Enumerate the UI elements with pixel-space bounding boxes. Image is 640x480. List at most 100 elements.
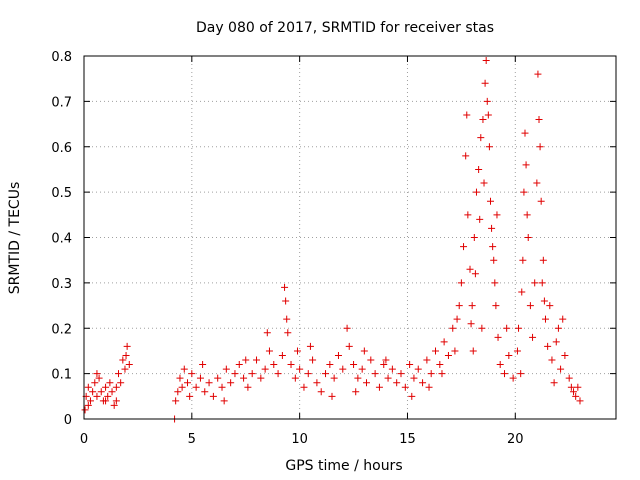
data-point — [493, 211, 501, 219]
data-point — [521, 129, 529, 137]
data-point — [467, 320, 475, 328]
data-point — [91, 379, 99, 387]
x-tick-label: 20 — [507, 432, 524, 447]
data-point — [540, 297, 548, 305]
data-point — [479, 116, 487, 124]
chart-title: Day 080 of 2017, SRMTID for receiver sta… — [196, 20, 494, 36]
data-point — [304, 370, 312, 378]
data-point — [102, 397, 110, 405]
data-point — [538, 279, 546, 287]
data-point — [520, 188, 528, 196]
data-point — [485, 143, 493, 151]
data-point — [227, 379, 235, 387]
data-point — [218, 383, 226, 391]
data-point — [296, 365, 304, 373]
data-point — [220, 397, 228, 405]
data-point — [482, 57, 490, 65]
data-point — [524, 234, 532, 241]
data-point — [489, 243, 497, 251]
data-point — [494, 333, 502, 341]
y-tick-label: 0 — [64, 413, 72, 428]
data-point — [326, 361, 334, 369]
data-point — [515, 324, 523, 332]
x-tick-label: 0 — [80, 432, 88, 447]
data-point — [322, 370, 330, 378]
data-point — [449, 324, 457, 332]
data-point — [106, 379, 114, 387]
data-point — [380, 361, 388, 369]
data-point — [192, 383, 200, 391]
axis-ticks: 0 0.1 0.2 0.3 0.4 0.5 0.6 0.7 0.8 0 5 10 15 20 — [51, 50, 616, 447]
y-tick-label: 0.7 — [51, 95, 72, 110]
data-point — [257, 374, 265, 382]
data-point — [470, 234, 478, 241]
data-point — [291, 374, 299, 382]
data-point — [477, 134, 485, 142]
data-point — [375, 383, 383, 391]
y-axis-label: SRMTID / TECUs — [7, 182, 23, 295]
data-point — [281, 283, 289, 291]
data-point — [463, 111, 471, 119]
data-point — [414, 365, 422, 373]
data-point — [536, 143, 544, 151]
data-point — [546, 302, 554, 310]
data-point — [287, 361, 295, 369]
data-point — [184, 379, 192, 387]
data-point — [534, 70, 542, 78]
data-point — [81, 406, 89, 414]
data-point — [523, 211, 531, 219]
data-point — [509, 374, 517, 382]
data-point — [557, 365, 565, 373]
data-point — [172, 397, 180, 405]
data-point — [469, 347, 477, 355]
data-point — [574, 383, 582, 391]
data-point — [122, 351, 130, 359]
y-tick-label: 0.8 — [51, 50, 72, 65]
data-point — [526, 302, 534, 310]
data-point — [117, 379, 125, 387]
data-point — [388, 365, 396, 373]
x-axis-label: GPS time / hours — [285, 458, 402, 474]
data-point — [408, 392, 416, 400]
data-point — [110, 401, 118, 409]
data-point — [95, 374, 103, 382]
data-point — [486, 197, 494, 205]
data-point — [240, 374, 248, 382]
data-point — [481, 79, 489, 87]
data-point — [284, 329, 292, 337]
data-point — [567, 383, 575, 391]
data-point — [121, 365, 129, 373]
data-point — [472, 188, 480, 196]
data-point — [112, 383, 120, 391]
data-point — [572, 392, 580, 400]
data-point — [209, 392, 217, 400]
data-point — [423, 356, 431, 364]
data-point — [282, 297, 290, 305]
data-point — [248, 370, 256, 378]
data-point — [462, 152, 470, 160]
data-point — [501, 370, 509, 378]
data-point — [334, 351, 342, 359]
data-point — [537, 197, 545, 205]
data-point — [367, 356, 375, 364]
data-point — [358, 365, 366, 373]
data-point — [345, 342, 353, 350]
data-point — [84, 401, 92, 409]
y-tick-label: 0.3 — [51, 277, 72, 292]
data-point — [453, 315, 461, 323]
data-point — [278, 351, 286, 359]
data-point — [401, 383, 409, 391]
data-point — [309, 356, 317, 364]
data-point — [93, 392, 101, 400]
data-point — [517, 370, 525, 378]
data-point — [440, 338, 448, 346]
data-point — [93, 370, 101, 378]
data-point — [484, 111, 492, 119]
data-point — [576, 397, 584, 405]
data-point — [235, 361, 243, 369]
data-point — [283, 315, 291, 323]
data-point — [471, 270, 479, 278]
data-point — [86, 397, 94, 405]
data-point — [274, 370, 282, 378]
